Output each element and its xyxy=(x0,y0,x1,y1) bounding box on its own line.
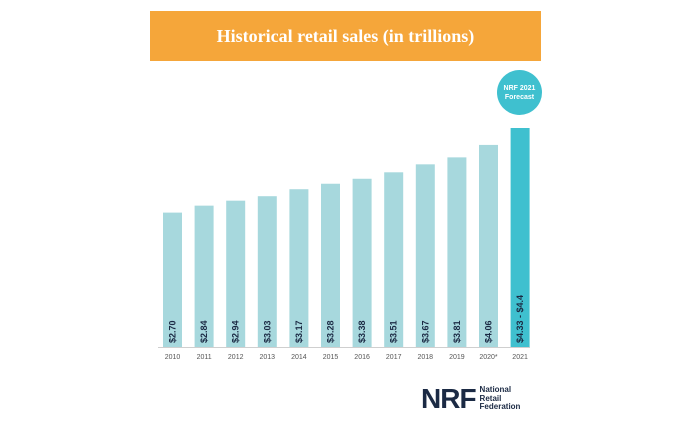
bar-2020* xyxy=(479,144,498,347)
value-label-2015: $3.28 xyxy=(326,320,336,343)
tick-label-2019: 2019 xyxy=(449,354,465,361)
bar-2019 xyxy=(447,157,467,347)
bar-2017 xyxy=(384,172,404,347)
bar-2016 xyxy=(352,178,372,347)
tick-label-2021: 2021 xyxy=(512,354,528,361)
bar-2015 xyxy=(321,183,340,347)
value-label-2011: $2.84 xyxy=(199,320,209,343)
tick-label-2020*: 2020* xyxy=(479,354,498,361)
tick-label-2011: 2011 xyxy=(197,354,212,361)
tick-label-2018: 2018 xyxy=(418,354,434,361)
forecast-badge-line2: Forecast xyxy=(504,93,535,101)
bar-2021 xyxy=(510,128,530,347)
value-label-2010: $2.70 xyxy=(168,320,178,343)
chart-title: Historical retail sales (in trillions) xyxy=(216,25,475,46)
nrf-logo-line-retail: Retail xyxy=(479,393,502,403)
bar-2010 xyxy=(163,212,182,347)
value-label-2012: $2.94 xyxy=(231,320,241,343)
tick-label-2017: 2017 xyxy=(386,354,402,361)
bar-2014 xyxy=(289,189,309,347)
value-label-2016: $3.38 xyxy=(357,320,367,343)
nrf-logo-line-national: National xyxy=(479,385,512,395)
bar-2011 xyxy=(194,205,214,347)
nrf-logo: NRF National Retail Federation xyxy=(421,384,520,414)
tick-label-2015: 2015 xyxy=(323,354,339,361)
tick-label-2012: 2012 xyxy=(228,354,244,361)
nrf-logo-line-federation: Federation xyxy=(479,402,521,412)
forecast-badge-line1: NRF 2021 xyxy=(503,84,536,92)
bar-2013 xyxy=(257,196,277,347)
value-label-2020*: $4.06 xyxy=(484,320,494,343)
value-label-2019: $3.81 xyxy=(452,320,462,343)
bar-2012 xyxy=(226,200,246,347)
tick-label-2016: 2016 xyxy=(354,354,370,361)
tick-label-2013: 2013 xyxy=(260,354,276,361)
bar-2018 xyxy=(415,164,435,347)
nrf-logo-text: National Retail Federation xyxy=(480,386,521,412)
value-label-2021: $4.33 - $4.4 xyxy=(515,295,525,343)
forecast-badge: NRF 2021 Forecast xyxy=(497,70,542,115)
value-label-2017: $3.51 xyxy=(389,320,399,343)
tick-label-2014: 2014 xyxy=(291,354,307,361)
value-label-2013: $3.03 xyxy=(262,320,272,343)
tick-label-2010: 2010 xyxy=(165,354,181,361)
value-label-2018: $3.67 xyxy=(420,320,430,343)
value-label-2014: $3.17 xyxy=(294,320,304,343)
nrf-logo-mark: NRF xyxy=(421,383,477,414)
chart-title-banner: Historical retail sales (in trillions) xyxy=(150,11,541,61)
